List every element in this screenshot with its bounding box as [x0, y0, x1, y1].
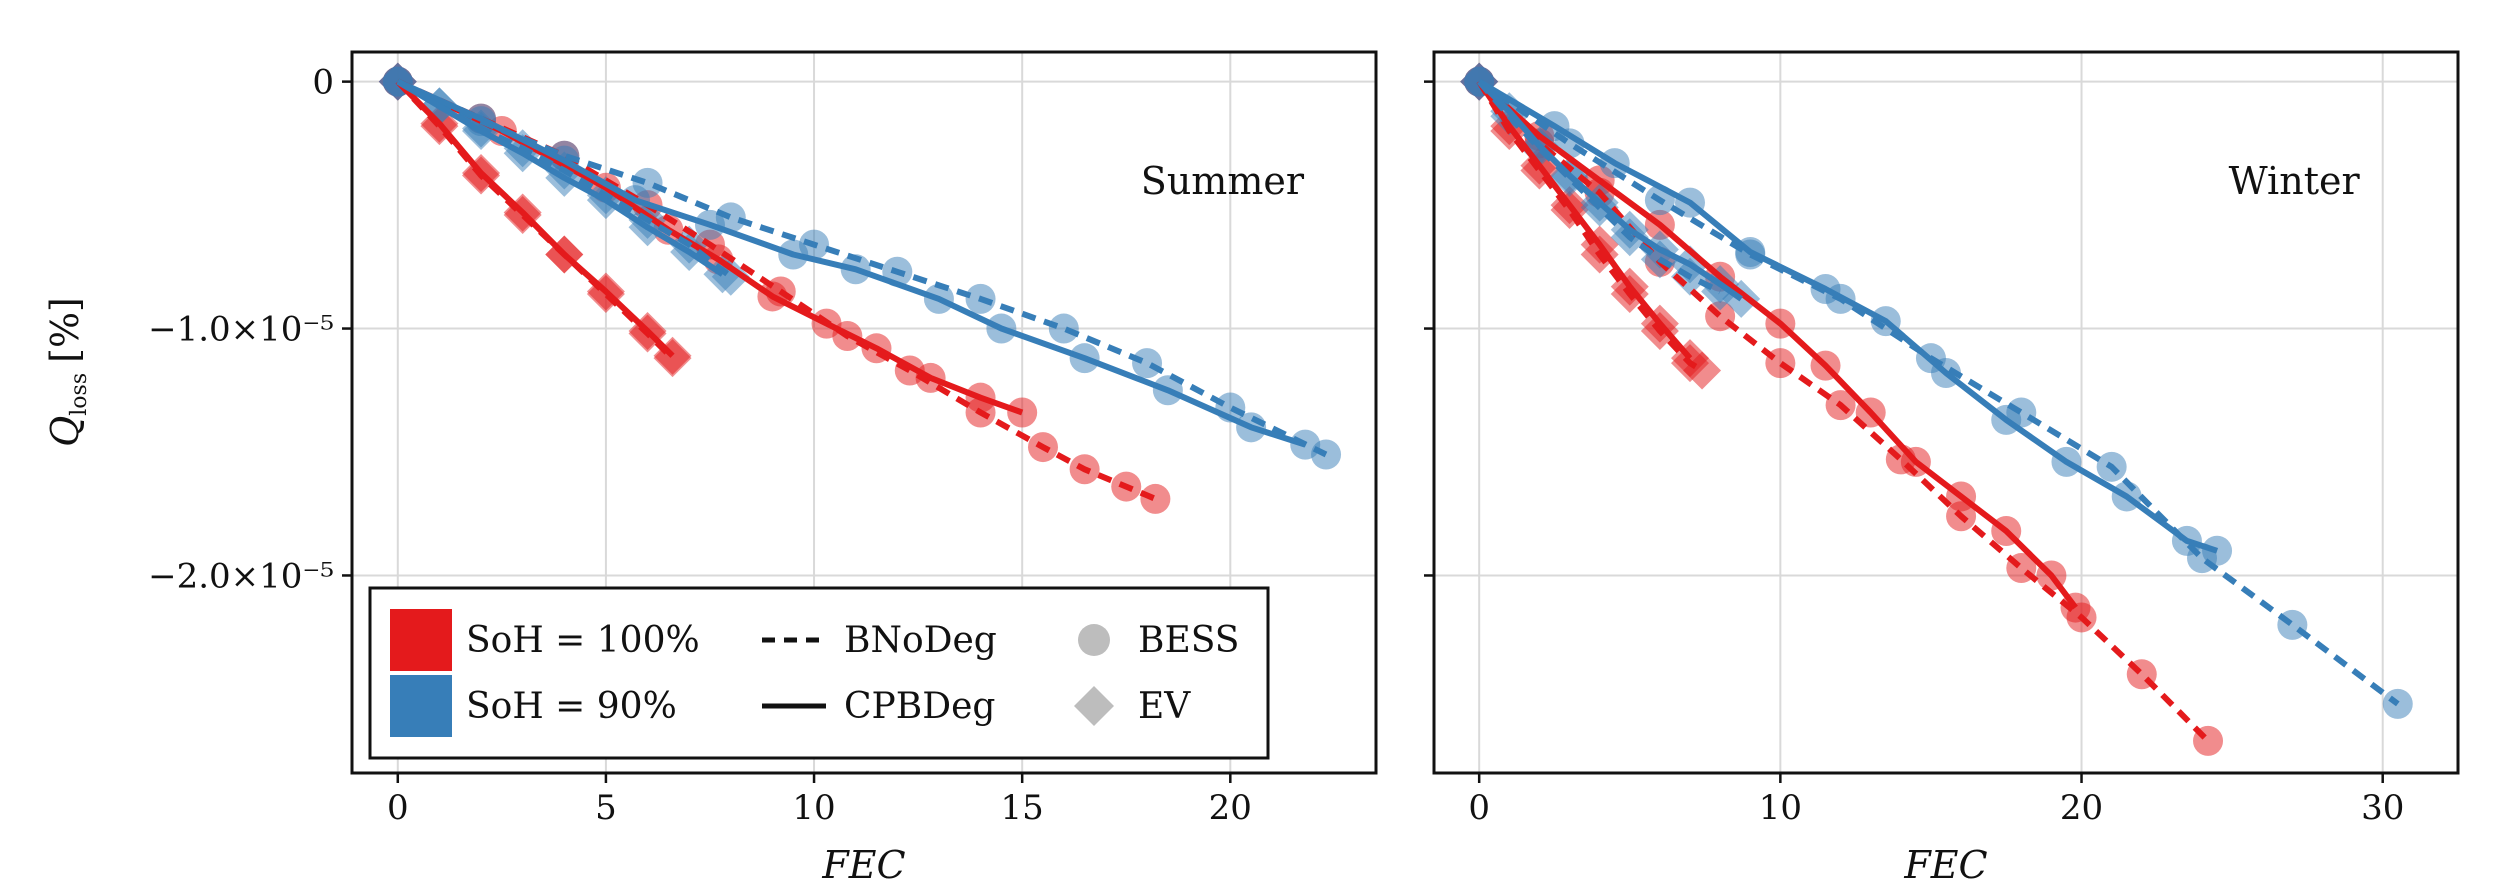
y-tick-label: −2.0×10⁻⁵: [148, 556, 334, 596]
legend-label: BNoDeg: [844, 620, 997, 661]
x-tick-label: 0: [1468, 788, 1490, 828]
x-tick-label: 10: [792, 788, 835, 828]
legend-item: SoH = 90%: [390, 675, 677, 737]
axes-frame: [350, 50, 1378, 775]
x-axis-label: FEC: [821, 843, 905, 883]
series-line: [395, 79, 675, 358]
x-tick-label: 20: [2060, 788, 2103, 828]
summer-panel: 0 5 10 15 20 0 −1.0×10⁻⁵ −2.0×10⁻⁵ FEC Summer: [148, 50, 1378, 883]
y-tick-label: 0: [312, 63, 334, 103]
plot-area: [1460, 62, 2413, 756]
legend-item: CPBDeg: [762, 686, 995, 727]
legend-label: BESS: [1138, 620, 1239, 661]
winter-panel: 0 10 20 30 FEC Winter: [1424, 50, 2460, 883]
x-tick-label: 0: [387, 788, 409, 828]
series-line: [1476, 79, 1693, 361]
legend-item: BNoDeg: [762, 620, 997, 661]
plot-area: [378, 62, 1342, 514]
legend-swatch: [390, 675, 452, 737]
series-line: [396, 79, 733, 280]
legend-box: [368, 586, 1270, 760]
x-axis-label: FEC: [1903, 843, 1987, 883]
bess-point: [1140, 483, 1171, 514]
legend-item: EV: [1074, 686, 1191, 727]
series-line: [1477, 79, 2219, 554]
x-tick-label: 30: [2361, 788, 2404, 828]
x-tick-label: 5: [595, 788, 617, 828]
series-markers: [382, 66, 1321, 460]
legend-circle-marker: [1078, 624, 1110, 656]
legend-swatch: [390, 609, 452, 671]
series-line: [396, 79, 725, 277]
legend-diamond-marker: [1074, 686, 1114, 726]
series-line: [396, 78, 1307, 448]
bess-point: [1132, 348, 1163, 379]
series-line: [1477, 79, 1743, 302]
legend-label: EV: [1138, 686, 1191, 727]
legend-item: SoH = 100%: [390, 609, 700, 671]
legend-label: SoH = 90%: [466, 686, 677, 727]
x-tick-label: 20: [1209, 788, 1252, 828]
y-tick-label: −1.0×10⁻⁵: [148, 310, 334, 350]
series-line: [1476, 79, 1722, 295]
series-line: [396, 78, 1024, 416]
series-line: [396, 78, 1328, 458]
legend-label: CPBDeg: [844, 686, 995, 727]
axes-frame: [1432, 50, 2460, 775]
season-label: Winter: [2229, 159, 2361, 203]
x-tick-label: 10: [1759, 788, 1802, 828]
series-line: [1477, 79, 2211, 744]
legend-item: BESS: [1078, 620, 1239, 661]
x-tick-label: 15: [1001, 788, 1044, 828]
series-line: [1477, 79, 2078, 610]
bess-point: [1048, 313, 1079, 344]
legend: SoH = 100% SoH = 90% BNoDeg CPBDeg BESS EV: [368, 586, 1270, 760]
season-label: Summer: [1141, 159, 1305, 203]
legend-label: SoH = 100%: [466, 620, 700, 661]
y-axis-label: Qloss[%]: [43, 297, 92, 447]
